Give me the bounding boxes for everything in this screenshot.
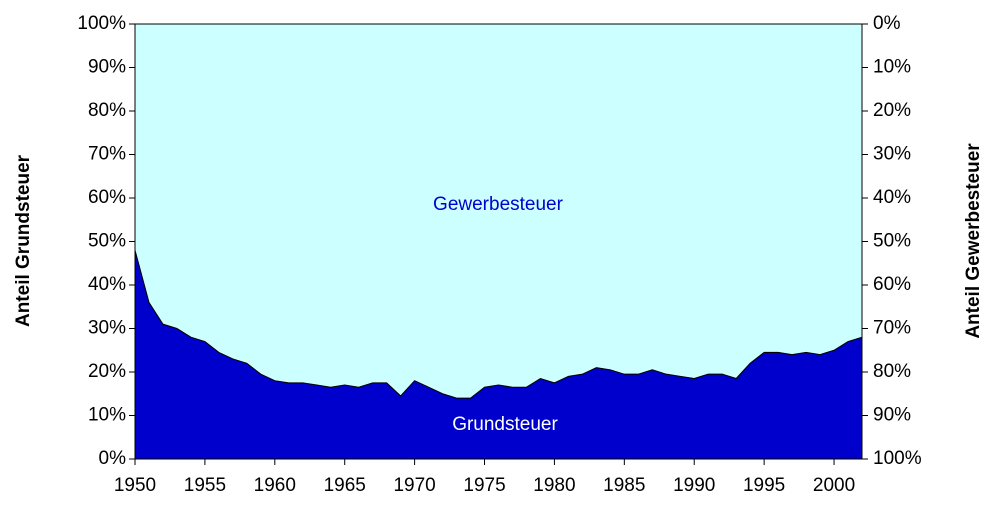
x-tick-label: 1955 bbox=[184, 475, 226, 496]
y-tick-label: 40% bbox=[88, 274, 126, 295]
y-tick-label: 0% bbox=[99, 448, 127, 469]
x-tick-label: 1995 bbox=[743, 475, 785, 496]
y2-tick-label: 50% bbox=[873, 231, 911, 252]
y2-tick-label: 80% bbox=[873, 361, 911, 382]
area bbox=[134, 23, 863, 399]
y-tick-label: 70% bbox=[88, 144, 126, 165]
y-axis-label: Anteil Grundsteuer bbox=[13, 154, 34, 327]
x-tick-label: 1985 bbox=[603, 475, 645, 496]
x-tick-label: 1965 bbox=[324, 475, 366, 496]
y2-tick-label: 60% bbox=[873, 274, 911, 295]
y2-tick-label: 10% bbox=[873, 57, 911, 78]
y2-axis-label: Anteil Gewerbesteuer bbox=[963, 143, 984, 339]
y-tick-label: 50% bbox=[88, 231, 126, 252]
x-tick-label: 1950 bbox=[114, 475, 156, 496]
y2-tick-label: 70% bbox=[873, 318, 911, 339]
x-tick-label: 1975 bbox=[463, 475, 505, 496]
y2-tick-label: 100% bbox=[873, 448, 922, 469]
x-tick-label: 1980 bbox=[533, 475, 575, 496]
y-tick-label: 100% bbox=[77, 13, 126, 34]
x-tick-label: 1990 bbox=[673, 475, 715, 496]
y2-tick-label: 0% bbox=[873, 13, 901, 34]
y2-tick-label: 20% bbox=[873, 100, 911, 121]
series-label: Gewerbesteuer bbox=[433, 194, 564, 215]
y-tick-label: 10% bbox=[88, 405, 126, 426]
y-tick-label: 30% bbox=[88, 318, 126, 339]
series-label: Grundsteuer bbox=[452, 414, 558, 435]
x-tick-label: 2000 bbox=[813, 475, 855, 496]
y2-tick-label: 40% bbox=[873, 187, 911, 208]
y-tick-label: 90% bbox=[88, 57, 126, 78]
y-tick-label: 60% bbox=[88, 187, 126, 208]
y2-tick-label: 30% bbox=[873, 144, 911, 165]
y2-tick-label: 90% bbox=[873, 405, 911, 426]
x-tick-label: 1970 bbox=[393, 475, 435, 496]
x-tick-label: 1960 bbox=[254, 475, 296, 496]
y-tick-label: 20% bbox=[88, 361, 126, 382]
y-tick-label: 80% bbox=[88, 100, 126, 121]
